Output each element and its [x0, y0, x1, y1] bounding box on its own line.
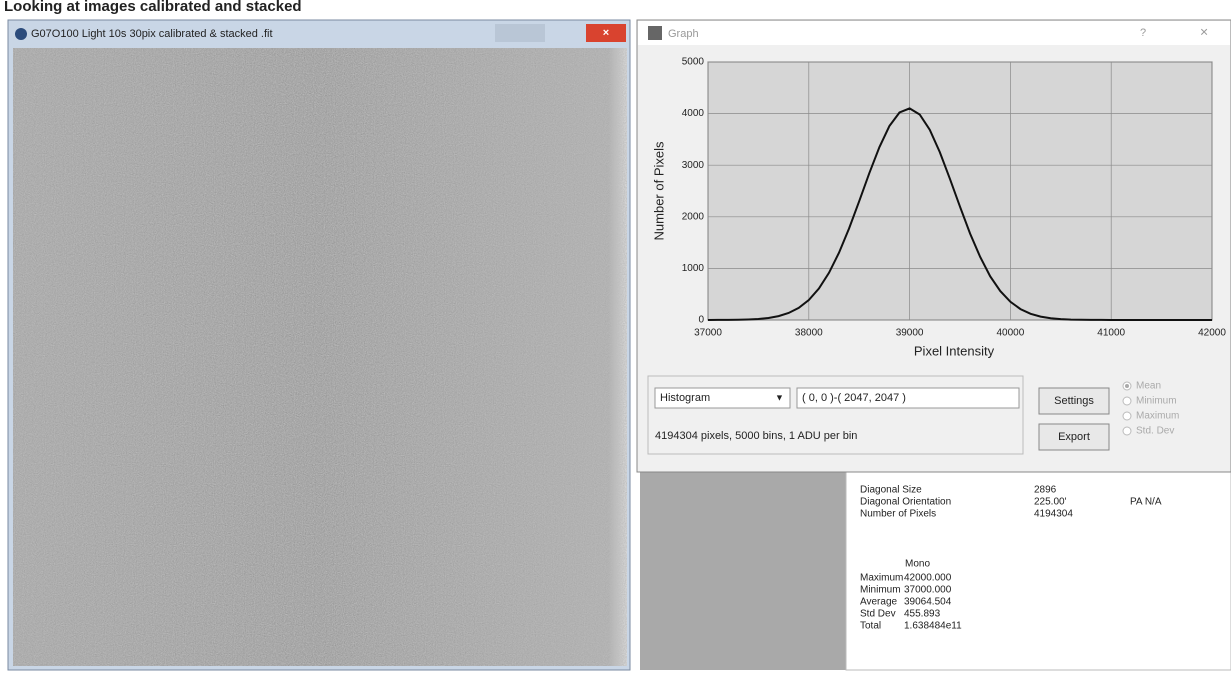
app-icon [15, 28, 27, 40]
y-tick-label: 1000 [682, 263, 705, 274]
y-tick-label: 2000 [682, 211, 705, 222]
stat-label: Std Dev [860, 609, 896, 620]
x-axis-label: Pixel Intensity [914, 343, 995, 358]
stat-value: 1.638484e11 [904, 621, 962, 632]
radio-button[interactable] [1122, 411, 1132, 421]
graph-title: Graph [668, 28, 699, 40]
y-axis-label: Number of Pixels [651, 141, 666, 240]
stat-value: 2896 [1034, 485, 1057, 496]
stat-label: Number of Pixels [860, 509, 936, 520]
graph-close[interactable]: × [1200, 24, 1208, 40]
x-tick-label: 38000 [795, 328, 823, 339]
radio-label: Maximum [1136, 411, 1179, 422]
help-button[interactable]: ? [1140, 27, 1146, 39]
status-text: 4194304 pixels, 5000 bins, 1 ADU per bin [655, 430, 857, 442]
column-header: Mono [905, 559, 930, 570]
radio-button[interactable] [1122, 426, 1132, 436]
page-title: Looking at images calibrated and stacked [4, 0, 302, 15]
radio-label: Minimum [1136, 396, 1177, 407]
background-area [640, 470, 846, 670]
close-button[interactable] [586, 24, 626, 42]
radio-label: Mean [1136, 381, 1161, 392]
region-field[interactable] [796, 387, 1020, 409]
x-tick-label: 41000 [1097, 328, 1125, 339]
options: Mean Minimum Maximum Std. Dev [1122, 381, 1179, 437]
stat-value: 455.893 [904, 609, 941, 620]
settings-label: Settings [1054, 395, 1094, 407]
stat-value: 4194304 [1034, 509, 1073, 520]
graph-titlebar [638, 21, 1230, 45]
y-tick-label: 3000 [682, 160, 705, 171]
graph-icon [648, 26, 662, 40]
radio-label: Std. Dev [1136, 426, 1174, 437]
stat-value: 37000.000 [904, 585, 952, 596]
settings-button[interactable] [1038, 387, 1110, 415]
stat-label: Total [860, 621, 881, 632]
chart: 0 1000 2000 3000 4000 5000 37000 38000 39000 4000… [682, 57, 1227, 339]
y-tick-label: 5000 [682, 57, 705, 68]
controls-frame [647, 375, 1024, 455]
stat-extra: PA N/A [1130, 497, 1162, 508]
x-tick-label: 39000 [896, 328, 924, 339]
plot-area [707, 61, 1213, 321]
radio-button[interactable] [1122, 396, 1132, 406]
stat-label: Average [860, 597, 898, 608]
region-value: ( 0, 0 )-( 2047, 2047 ) [802, 392, 906, 404]
y-tick-label: 4000 [682, 108, 705, 119]
export-button[interactable] [1038, 423, 1110, 451]
window-buttons[interactable] [495, 24, 545, 42]
mode-value: Histogram [660, 392, 710, 404]
stat-label: Maximum [860, 573, 903, 584]
stat-label: Diagonal Size [860, 485, 922, 496]
stat-label: Minimum [860, 585, 901, 596]
stat-value: 42000.000 [904, 573, 952, 584]
x-tick-label: 42000 [1198, 328, 1226, 339]
image-noise [13, 48, 627, 666]
x-tick-label: 37000 [694, 328, 722, 339]
y-tick-label: 0 [698, 315, 704, 326]
stat-value: 39064.504 [904, 597, 952, 608]
x-tick-label: 40000 [996, 328, 1024, 339]
stat-label: Diagonal Orientation [860, 497, 951, 508]
dropdown-arrow: ▼ [775, 392, 784, 402]
image-window-title: G07O100 Light 10s 30pix calibrated & sta… [31, 28, 273, 40]
histogram-line [707, 107, 1212, 321]
mode-dropdown[interactable] [654, 387, 791, 409]
export-label: Export [1058, 431, 1090, 443]
close-icon: × [603, 27, 609, 39]
radio-dot [1125, 384, 1129, 388]
stat-value: 225.00' [1034, 497, 1067, 508]
statistics: Diagonal Size 2896 Diagonal Orientation 225… [860, 485, 1162, 632]
